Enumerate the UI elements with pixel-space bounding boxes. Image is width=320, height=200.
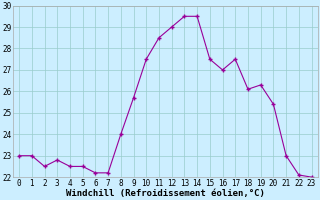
X-axis label: Windchill (Refroidissement éolien,°C): Windchill (Refroidissement éolien,°C) [66,189,265,198]
